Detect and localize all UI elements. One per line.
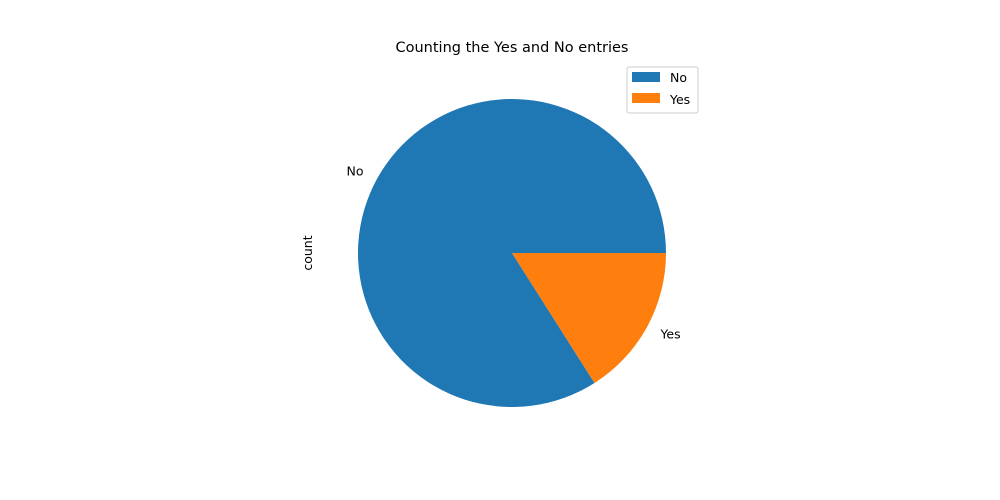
pie-slice-labels: No Yes xyxy=(347,163,681,341)
pie-slice-no xyxy=(357,99,666,408)
pie-slice-yes xyxy=(512,253,666,384)
legend-label-no: No xyxy=(670,70,687,85)
pie-label-no: No xyxy=(347,163,364,178)
legend: No Yes xyxy=(626,66,699,114)
pie-label-yes: Yes xyxy=(659,327,680,342)
legend-swatch-yes xyxy=(632,93,660,103)
y-axis-label: count xyxy=(300,235,315,270)
legend-label-yes: Yes xyxy=(669,92,690,107)
chart-title: Counting the Yes and No entries xyxy=(396,40,629,56)
pie-slices xyxy=(357,99,666,408)
legend-swatch-no xyxy=(632,72,660,82)
